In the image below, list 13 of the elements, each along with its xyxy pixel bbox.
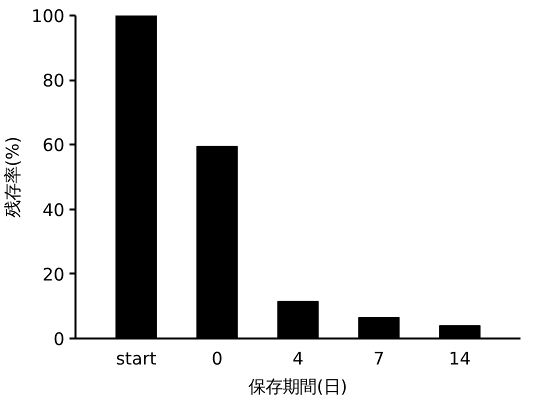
x-tick-label: 7 [373, 350, 384, 370]
y-tick-label: 100 [31, 7, 65, 27]
x-tick-label: 14 [448, 350, 471, 370]
y-tick-label: 60 [42, 136, 65, 156]
y-axis-title: 残存率(%) [3, 136, 24, 218]
x-tick-label: 0 [212, 350, 223, 370]
y-tick-label: 40 [42, 200, 65, 221]
y-tick-label: 20 [42, 265, 65, 286]
y-tick-label: 80 [42, 72, 65, 92]
y-tick-label: 0 [53, 330, 65, 350]
x-tick-label: start [116, 350, 157, 370]
x-tick-label: 4 [292, 350, 304, 370]
x-axis-title: 保存期間(日) [248, 378, 348, 398]
